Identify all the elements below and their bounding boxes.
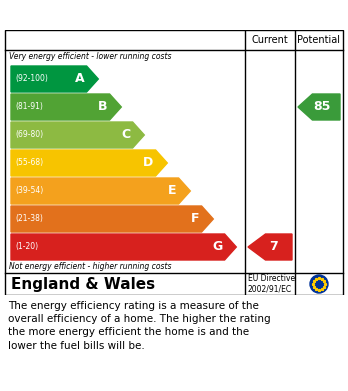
Text: G: G bbox=[212, 240, 223, 253]
Polygon shape bbox=[11, 178, 190, 204]
Polygon shape bbox=[248, 234, 292, 260]
Polygon shape bbox=[11, 66, 98, 92]
Text: (69-80): (69-80) bbox=[15, 131, 43, 140]
Text: (39-54): (39-54) bbox=[15, 187, 43, 196]
Text: F: F bbox=[191, 212, 200, 226]
Text: B: B bbox=[98, 100, 108, 113]
Text: Energy Efficiency Rating: Energy Efficiency Rating bbox=[8, 7, 218, 23]
Text: Not energy efficient - higher running costs: Not energy efficient - higher running co… bbox=[9, 262, 172, 271]
Text: (55-68): (55-68) bbox=[15, 158, 43, 167]
Text: (1-20): (1-20) bbox=[15, 242, 38, 251]
Text: E: E bbox=[168, 185, 176, 197]
Text: Very energy efficient - lower running costs: Very energy efficient - lower running co… bbox=[9, 52, 172, 61]
Text: (92-100): (92-100) bbox=[15, 75, 48, 84]
Text: 85: 85 bbox=[313, 100, 331, 113]
Text: Current: Current bbox=[252, 35, 288, 45]
Polygon shape bbox=[298, 94, 340, 120]
Text: C: C bbox=[121, 129, 130, 142]
Polygon shape bbox=[11, 234, 236, 260]
Polygon shape bbox=[11, 150, 167, 176]
Text: (21-38): (21-38) bbox=[15, 215, 43, 224]
Text: The energy efficiency rating is a measure of the
overall efficiency of a home. T: The energy efficiency rating is a measur… bbox=[8, 301, 271, 351]
Text: 7: 7 bbox=[269, 240, 277, 253]
Text: D: D bbox=[143, 156, 153, 170]
Polygon shape bbox=[11, 206, 213, 232]
Text: EU Directive
2002/91/EC: EU Directive 2002/91/EC bbox=[248, 274, 295, 294]
Polygon shape bbox=[11, 122, 144, 148]
Text: England & Wales: England & Wales bbox=[11, 276, 155, 292]
Text: Potential: Potential bbox=[298, 35, 340, 45]
Text: (81-91): (81-91) bbox=[15, 102, 43, 111]
Polygon shape bbox=[11, 94, 121, 120]
Circle shape bbox=[310, 275, 328, 293]
Text: A: A bbox=[75, 72, 85, 86]
